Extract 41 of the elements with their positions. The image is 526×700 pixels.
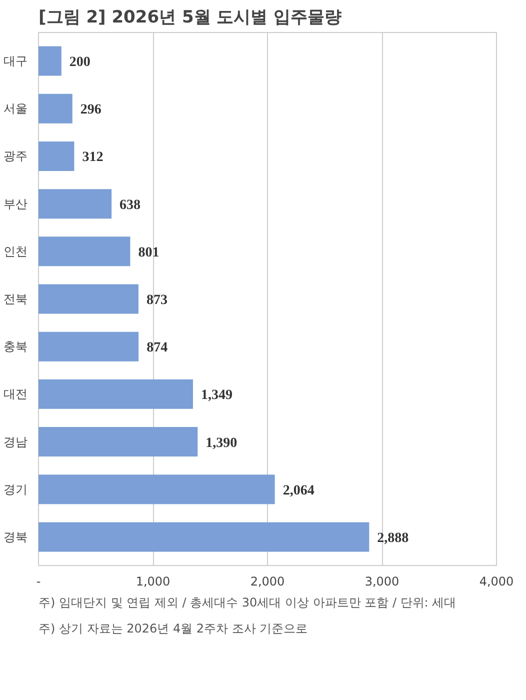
y-tick-label: 경남 [4,434,28,449]
bar [38,141,74,171]
data-label: 638 [120,198,141,213]
bar [38,236,130,266]
y-tick-label: 충북 [4,340,28,354]
bar [38,427,198,457]
data-label: 312 [82,150,104,166]
data-label: 200 [69,55,90,70]
x-tick-label: 4,000 [479,574,514,588]
text: 주) 상기 자료는 2026년 4월 2주차 조사 기준으로 [38,622,308,636]
y-tick-label: 광주 [4,149,28,164]
bar [38,379,193,409]
chart-title: [그림 2] 2026년 5월 도시별 입주물량 [38,8,342,28]
bar [38,189,112,219]
x-tick-label: 3,000 [364,574,400,588]
y-tick-label: 전북 [4,292,28,306]
data-label: 296 [80,102,102,118]
y-tick-label: 대구 [4,54,28,68]
bar [38,46,62,76]
bar [38,332,139,362]
data-label: 1,349 [200,388,232,404]
data-label: 2,064 [282,483,314,498]
y-tick-label: 부산 [4,196,28,211]
y-tick-label: 대전 [4,387,28,402]
data-label: 801 [138,245,160,260]
y-tick-label: 경북 [4,530,28,544]
bar [38,284,138,314]
x-tick-label: 2,000 [250,574,285,588]
y-tick-label: 경기 [4,482,28,496]
y-tick-label: 인천 [4,244,28,258]
bar [38,94,72,124]
data-label: 1,390 [206,436,238,451]
y-tick-label: 서울 [4,102,28,116]
bar [38,474,275,504]
data-label: 873 [146,293,168,308]
data-label: 2,888 [377,530,409,546]
bar [38,522,370,552]
data-label: 874 [146,340,168,356]
x-tick-label: - [36,574,41,588]
text: 주) 임대단지 및 연립 제외 / 총세대수 30세대 이상 아파트만 포함 / 단위: 세대 [38,596,456,610]
x-tick-label: 1,000 [136,574,170,588]
